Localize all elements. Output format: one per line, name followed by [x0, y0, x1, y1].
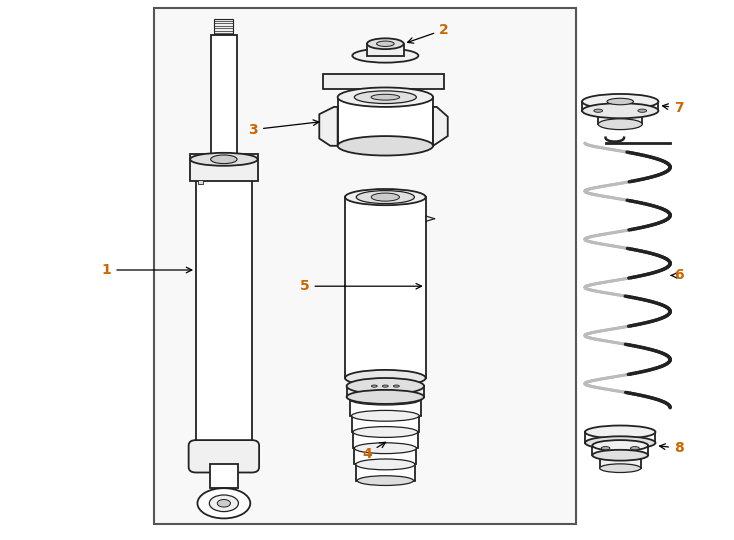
- Ellipse shape: [367, 38, 404, 49]
- Bar: [346, 386, 424, 397]
- Bar: [356, 464, 415, 481]
- Ellipse shape: [592, 440, 648, 451]
- Ellipse shape: [393, 385, 399, 387]
- Ellipse shape: [350, 394, 421, 405]
- Bar: [353, 432, 418, 448]
- Ellipse shape: [638, 109, 647, 112]
- Ellipse shape: [598, 119, 642, 130]
- Bar: [214, 19, 233, 34]
- Ellipse shape: [582, 103, 658, 118]
- Ellipse shape: [338, 136, 433, 156]
- Ellipse shape: [355, 443, 416, 454]
- Ellipse shape: [601, 447, 610, 450]
- Bar: [352, 416, 419, 432]
- Bar: [592, 446, 648, 455]
- Ellipse shape: [190, 153, 258, 166]
- Ellipse shape: [352, 410, 419, 421]
- Ellipse shape: [600, 464, 641, 472]
- Ellipse shape: [209, 495, 239, 511]
- Bar: [367, 44, 404, 56]
- Text: 3: 3: [248, 120, 319, 137]
- Bar: [198, 180, 203, 184]
- Ellipse shape: [371, 385, 377, 387]
- FancyBboxPatch shape: [189, 440, 259, 472]
- Bar: [600, 455, 641, 468]
- Ellipse shape: [338, 87, 433, 107]
- Ellipse shape: [371, 94, 399, 100]
- Ellipse shape: [355, 91, 416, 104]
- Text: 2: 2: [407, 23, 449, 43]
- Bar: [211, 35, 237, 162]
- Ellipse shape: [356, 191, 415, 204]
- Ellipse shape: [371, 193, 399, 201]
- Ellipse shape: [352, 49, 418, 63]
- Ellipse shape: [197, 488, 250, 518]
- Bar: [190, 154, 258, 181]
- Polygon shape: [433, 107, 448, 146]
- Ellipse shape: [377, 41, 394, 46]
- Bar: [598, 111, 642, 124]
- Ellipse shape: [582, 94, 658, 109]
- Ellipse shape: [353, 427, 418, 437]
- Text: 6: 6: [671, 268, 684, 282]
- Bar: [338, 97, 433, 146]
- Ellipse shape: [594, 109, 603, 112]
- Bar: [345, 197, 426, 378]
- Ellipse shape: [585, 436, 655, 449]
- Ellipse shape: [357, 476, 413, 485]
- Ellipse shape: [345, 370, 426, 386]
- Polygon shape: [323, 74, 444, 89]
- Ellipse shape: [585, 426, 655, 438]
- Bar: [585, 432, 655, 443]
- Polygon shape: [319, 107, 338, 146]
- Ellipse shape: [346, 378, 424, 394]
- Ellipse shape: [607, 98, 633, 105]
- Ellipse shape: [356, 459, 415, 470]
- Ellipse shape: [346, 390, 424, 404]
- Bar: [154, 8, 576, 524]
- Text: 7: 7: [663, 101, 684, 115]
- Text: 4: 4: [362, 442, 385, 461]
- Ellipse shape: [211, 155, 237, 164]
- Bar: [350, 400, 421, 416]
- Text: 8: 8: [660, 441, 684, 455]
- Ellipse shape: [217, 500, 230, 507]
- Ellipse shape: [345, 189, 426, 205]
- Text: 5: 5: [299, 279, 421, 293]
- Ellipse shape: [382, 385, 388, 387]
- Text: 1: 1: [101, 263, 192, 277]
- Ellipse shape: [631, 447, 639, 450]
- Bar: [196, 165, 252, 456]
- Bar: [582, 102, 658, 111]
- Bar: [355, 448, 416, 464]
- Bar: [210, 464, 238, 488]
- Ellipse shape: [592, 450, 648, 461]
